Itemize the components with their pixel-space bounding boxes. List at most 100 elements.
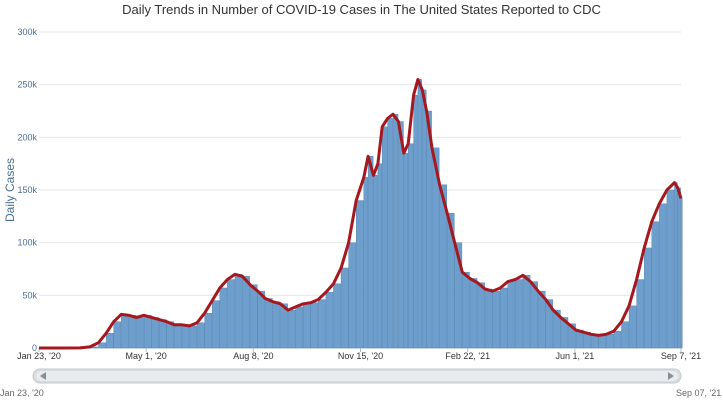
bar: [530, 281, 538, 349]
bar: [381, 126, 388, 349]
y-tick-label: 200k: [17, 132, 37, 142]
bar: [659, 203, 667, 349]
bar: [398, 121, 404, 349]
bar: [265, 298, 273, 349]
bar: [507, 281, 516, 349]
y-tick-label: 0: [32, 343, 37, 353]
bar: [666, 189, 675, 349]
bar: [325, 291, 334, 349]
bar: [105, 333, 114, 349]
bar: [431, 147, 440, 349]
bar: [643, 247, 652, 349]
chart-title: Daily Trends in Number of COVID-19 Cases…: [122, 2, 601, 17]
x-tick-label: Nov 15, '20: [338, 351, 383, 361]
bar: [522, 275, 531, 349]
navigator-end-label: Sep 07, '21: [676, 388, 722, 398]
bar: [426, 110, 432, 349]
bar: [257, 290, 266, 349]
bar: [318, 299, 326, 349]
y-tick-label: 250k: [17, 80, 37, 90]
bar: [598, 335, 607, 349]
bar: [613, 330, 622, 349]
bar: [174, 324, 182, 349]
bar: [439, 184, 447, 349]
bar: [477, 282, 485, 349]
bar: [151, 317, 159, 349]
bar: [446, 212, 455, 349]
bar: [348, 242, 357, 349]
bar: [545, 299, 554, 349]
bar: [677, 187, 681, 349]
bar: [280, 303, 288, 349]
navigator-thumb[interactable]: [36, 371, 678, 381]
bar: [462, 271, 470, 349]
bar: [484, 288, 493, 349]
x-tick-label: May 1, '20: [126, 351, 167, 361]
bar: [407, 143, 414, 349]
bar: [500, 287, 508, 349]
bar: [302, 303, 311, 349]
y-tick-label: 100k: [17, 238, 37, 248]
bar: [515, 279, 523, 349]
bar: [242, 276, 250, 349]
bar: [196, 322, 205, 349]
bar: [227, 279, 235, 349]
y-tick-label: 300k: [17, 27, 37, 37]
bar: [340, 267, 349, 349]
bar: [560, 317, 569, 349]
bar: [568, 323, 576, 349]
bar: [537, 290, 546, 349]
x-tick-label: Jan 23, '20: [17, 351, 61, 361]
bar: [674, 182, 678, 349]
bar: [621, 321, 629, 349]
bar: [333, 283, 341, 349]
y-axis-title: Daily Cases: [3, 158, 17, 222]
bar: [310, 302, 319, 349]
y-tick-label: 50k: [22, 290, 37, 300]
navigator-start-label: Jan 23, '20: [0, 388, 44, 398]
bar: [136, 317, 144, 349]
bar: [272, 301, 281, 349]
bar: [212, 300, 220, 349]
bar: [413, 94, 418, 349]
bar: [403, 152, 408, 349]
x-tick-label: Feb 22, '21: [445, 351, 490, 361]
average-line: [39, 77, 683, 350]
bar: [287, 309, 296, 349]
bar: [636, 279, 644, 349]
bar: [373, 175, 378, 349]
bar: [367, 156, 374, 349]
bar: [363, 177, 368, 349]
bar: [377, 163, 382, 349]
bar: [189, 325, 197, 349]
bar: [553, 309, 561, 349]
bar: [158, 319, 167, 349]
bar: [417, 79, 423, 349]
x-tick-label: Aug 8, '20: [233, 351, 273, 361]
bar: [469, 278, 478, 349]
bar: [680, 198, 683, 349]
bar: [422, 89, 427, 349]
bar: [98, 342, 106, 349]
bar: [219, 287, 228, 349]
navigator-left-handle-icon[interactable]: [40, 372, 46, 380]
bar: [113, 321, 122, 349]
y-tick-label: 150k: [17, 185, 37, 195]
bar: [651, 221, 660, 349]
bar: [492, 290, 501, 349]
bar: [249, 284, 258, 349]
bar: [204, 313, 213, 349]
bar: [387, 118, 393, 349]
bar: [181, 324, 190, 349]
bar: [128, 315, 137, 349]
bar: [295, 306, 303, 349]
bar: [356, 200, 364, 349]
bar: [143, 315, 152, 349]
x-tick-label: Jun 1, '21: [556, 351, 595, 361]
bar: [234, 274, 243, 349]
navigator-right-handle-icon[interactable]: [668, 372, 674, 380]
bar: [121, 314, 129, 349]
bar: [392, 113, 399, 349]
